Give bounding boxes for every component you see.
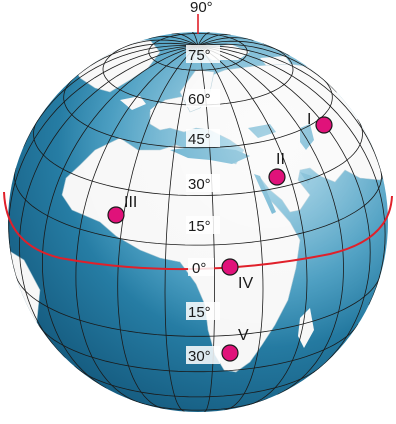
meridian-line xyxy=(117,45,199,410)
lat-label-bg xyxy=(188,258,214,276)
point-label-ii: II xyxy=(276,151,285,168)
lat-label-bg xyxy=(186,216,220,234)
parallel-line xyxy=(14,167,382,246)
point-marker-i xyxy=(315,116,333,134)
meridian-line xyxy=(75,45,199,405)
latitude-label: 30° xyxy=(188,176,211,193)
meridian-line xyxy=(197,37,254,47)
latitude-label: 15° xyxy=(188,218,211,235)
latitude-label: 75° xyxy=(188,47,211,64)
parallel-line xyxy=(33,118,363,196)
lat-label-bg xyxy=(186,174,220,192)
point-marker-ii xyxy=(268,168,286,186)
meridian-line xyxy=(41,45,199,389)
graticule xyxy=(8,32,386,412)
lat-label-bg xyxy=(186,129,220,147)
lat-label-bg xyxy=(186,302,220,320)
point-marker-v xyxy=(221,344,239,362)
equator-line xyxy=(3,191,393,271)
meridian-line xyxy=(171,33,199,47)
lat-label-bg xyxy=(186,89,220,107)
point-marker-iv xyxy=(221,258,239,276)
meridian-line xyxy=(197,33,231,47)
parallel-line xyxy=(74,365,323,398)
meridian-line xyxy=(197,45,344,396)
point-label-v: V xyxy=(238,327,249,344)
latitude-label: 0° xyxy=(192,260,206,277)
parallel-line xyxy=(129,398,268,411)
latitude-label: 60° xyxy=(188,91,211,108)
meridian-line xyxy=(198,45,384,180)
point-label-i: I xyxy=(307,111,311,128)
meridian-line xyxy=(197,45,264,411)
meridian-line xyxy=(197,43,338,93)
meridian-line xyxy=(118,39,199,50)
meridian-line xyxy=(148,35,199,47)
lat-label-bg xyxy=(186,346,220,364)
latitude-label: 45° xyxy=(188,131,211,148)
parallel-line xyxy=(14,273,381,337)
latitude-label: 30° xyxy=(188,348,211,365)
north-pole-label: 90° xyxy=(190,0,213,16)
point-label-iii: III xyxy=(124,194,137,211)
meridian-line xyxy=(197,32,210,46)
latitude-label: 15° xyxy=(188,304,211,321)
meridian-line xyxy=(197,45,308,406)
point-marker-iii xyxy=(107,206,125,224)
meridian-line xyxy=(197,45,371,374)
lat-label-bg xyxy=(186,45,220,63)
meridian-line xyxy=(22,44,199,148)
meridian-line xyxy=(164,45,199,412)
parallel-line xyxy=(37,323,359,373)
meridian-line xyxy=(19,45,199,359)
meridian-line xyxy=(197,45,386,306)
parallel-line xyxy=(63,75,333,149)
meridian-line xyxy=(191,32,199,46)
meridian-line xyxy=(197,40,290,56)
meridian-line xyxy=(75,42,199,77)
point-label-iv: IV xyxy=(238,275,253,292)
